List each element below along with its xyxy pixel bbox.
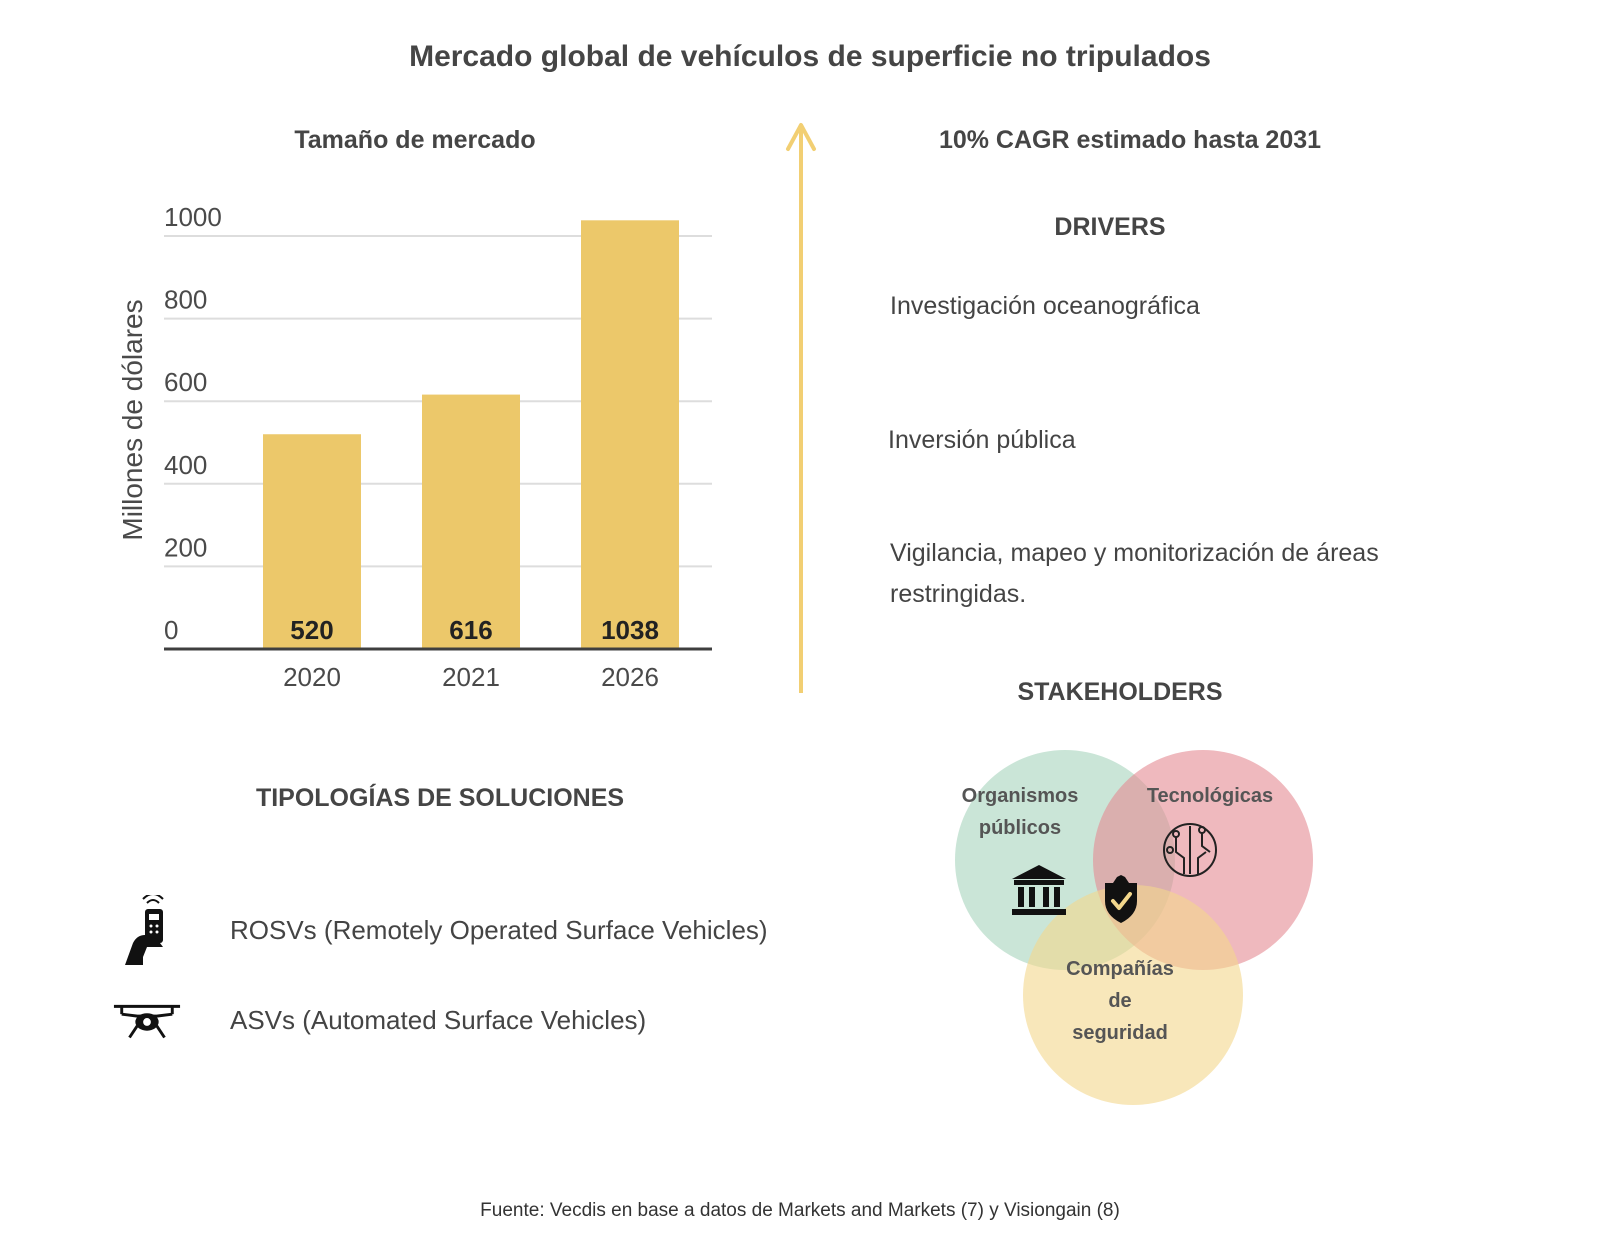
venn-label-public: Organismos públicos xyxy=(961,785,1079,839)
chart-data-label: 1038 xyxy=(601,615,659,645)
chart-y-tick-label: 200 xyxy=(164,532,207,562)
stakeholders-venn-diagram xyxy=(955,750,1313,1105)
chart-data-label: 616 xyxy=(449,615,492,645)
typology-label-rosv: ROSVs (Remotely Operated Surface Vehicle… xyxy=(230,914,768,945)
circuit-chip-icon xyxy=(1163,823,1217,877)
venn-label-security: Compañías de seguridad xyxy=(1066,958,1174,1044)
source-note: Fuente: Vecdis en base a datos de Market… xyxy=(480,1200,1120,1221)
chart-bar-2026 xyxy=(581,220,679,649)
chart-subtitle: Tamaño de mercado xyxy=(294,126,536,154)
chart-bar-2021 xyxy=(422,394,520,649)
growth-arrow xyxy=(786,123,816,693)
stakeholders-heading: STAKEHOLDERS xyxy=(1017,678,1223,706)
chart-x-ticks: 2020 2021 2026 xyxy=(283,662,659,692)
security-shield-icon xyxy=(1105,875,1137,923)
chart-x-tick-label: 2026 xyxy=(601,662,659,692)
chart-y-tick-label: 0 xyxy=(164,615,178,645)
chart-y-tick-label: 1000 xyxy=(164,202,222,232)
chart-x-tick-label: 2020 xyxy=(283,662,341,692)
chart-y-ticks: 0 200 400 600 800 1000 xyxy=(164,202,222,645)
chart-bar-2020 xyxy=(263,434,361,649)
chart-x-tick-label: 2021 xyxy=(442,662,500,692)
remote-control-hand-icon xyxy=(112,895,182,965)
chart-y-axis-title: Millones de dólares xyxy=(117,299,148,540)
cagr-label: 10% CAGR estimado hasta 2031 xyxy=(938,126,1322,154)
chart-data-label: 520 xyxy=(290,615,333,645)
market-size-bar-chart: 0 200 400 600 800 1000 2020 2021 2026 520 616 103… xyxy=(117,202,712,692)
driver-item-oceanography: Investigación oceanográfica xyxy=(890,292,1200,320)
chart-y-tick-label: 600 xyxy=(164,367,207,397)
chart-data-labels: 520 616 1038 xyxy=(290,615,659,645)
venn-label-tech: Tecnológicas xyxy=(1146,785,1274,807)
typology-item-rosv: ROSVs (Remotely Operated Surface Vehicle… xyxy=(112,895,768,965)
government-building-icon xyxy=(1012,865,1066,915)
chart-y-tick-label: 800 xyxy=(164,285,207,315)
driver-item-public-investment: Inversión pública xyxy=(888,426,1076,454)
chart-y-tick-label: 400 xyxy=(164,450,207,480)
typologies-heading: TIPOLOGÍAS DE SOLUCIONES xyxy=(255,784,625,812)
typology-item-asv: ASVs (Automated Surface Vehicles) xyxy=(112,985,646,1055)
typology-label-asv: ASVs (Automated Surface Vehicles) xyxy=(230,1004,647,1035)
page-title: Mercado global de vehículos de superfici… xyxy=(409,40,1211,73)
drivers-heading: DRIVERS xyxy=(1054,213,1166,241)
chart-bars xyxy=(263,220,679,649)
driver-item-surveillance: Vigilancia, mapeo y monitorización de ár… xyxy=(890,539,1379,608)
venn-circle-security xyxy=(1023,885,1243,1105)
drone-icon xyxy=(112,985,182,1055)
